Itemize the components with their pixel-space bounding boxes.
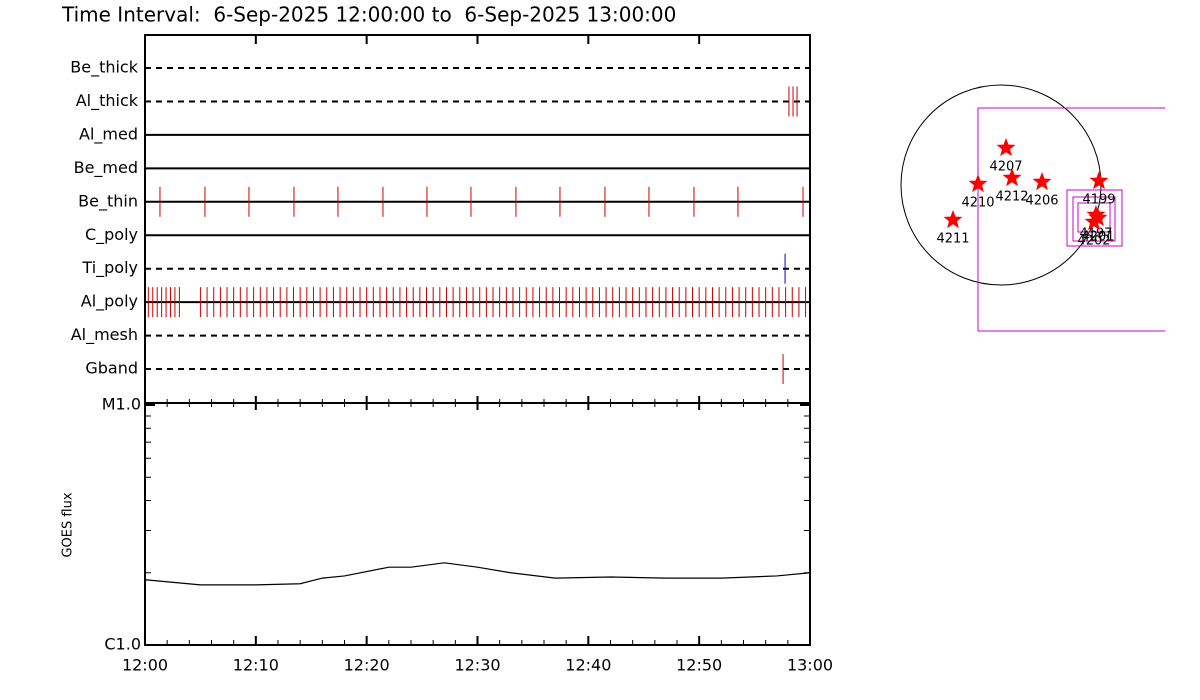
goes-line [144,562,811,586]
region-star [996,138,1016,157]
x-tick-label: 12:50 [676,656,722,675]
chart-title: Time Interval: 6-Sep-2025 12:00:00 to 6-… [61,3,676,27]
row-label: Al_mesh [71,325,138,345]
region-label: 4202 [1077,234,1110,249]
row-label: Be_med [74,158,138,178]
row-label: Al_poly [81,292,138,312]
solar-disk [900,84,1102,286]
region-label: 4199 [1082,193,1115,208]
y-axis-label: GOES flux [61,492,76,557]
row-label: Al_med [79,124,138,144]
y-tick-label: C1.0 [104,635,141,654]
row-label: Al_thick [76,91,139,111]
row-label: Be_thick [70,58,138,78]
region-label: 4207 [989,160,1022,175]
x-tick-label: 12:10 [233,656,279,675]
region-label: 4206 [1025,194,1058,209]
region-star [1088,208,1108,227]
x-tick-label: 12:20 [344,656,390,675]
region-label: 4212 [995,190,1028,205]
region-star [968,174,988,193]
region-star [1089,171,1109,190]
region-label: 4210 [961,196,994,211]
x-tick-label: 12:30 [454,656,500,675]
fov-box [1072,196,1116,242]
region-label: 4197 [1079,227,1112,242]
fov-box [1077,202,1111,233]
region-star [943,210,963,229]
x-tick-label: 12:40 [565,656,611,675]
region-label: 4201 [1081,230,1114,245]
timeline-frame [144,34,811,404]
goes-frame [144,402,811,646]
x-tick-label: 13:00 [787,656,833,675]
row-label: C_poly [85,225,138,245]
region-label: 4211 [936,232,969,247]
x-tick-label: 12:00 [122,656,168,675]
row-label: Ti_poly [81,258,138,278]
fov-box [1066,189,1123,247]
region-star [1032,172,1052,191]
region-star [1002,168,1022,187]
row-label: Be_thin [78,191,138,211]
row-label: Gband [85,359,138,378]
y-tick-label: M1.0 [102,395,141,414]
